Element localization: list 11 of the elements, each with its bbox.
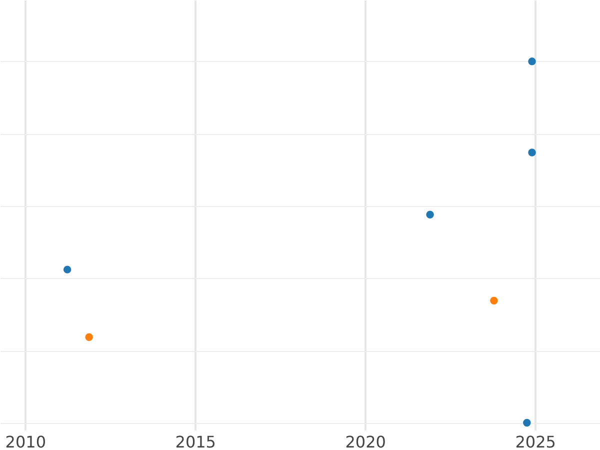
point bbox=[490, 296, 498, 305]
point bbox=[523, 418, 531, 427]
point bbox=[426, 210, 434, 219]
point bbox=[528, 58, 536, 66]
point bbox=[63, 266, 72, 274]
x-tick-label: 2020 bbox=[345, 432, 386, 450]
x-tick-label: 2025 bbox=[515, 432, 556, 450]
point bbox=[528, 148, 536, 156]
x-tick-label: 2010 bbox=[5, 432, 46, 450]
x-tick-label: 2015 bbox=[175, 432, 216, 450]
point bbox=[85, 333, 93, 341]
